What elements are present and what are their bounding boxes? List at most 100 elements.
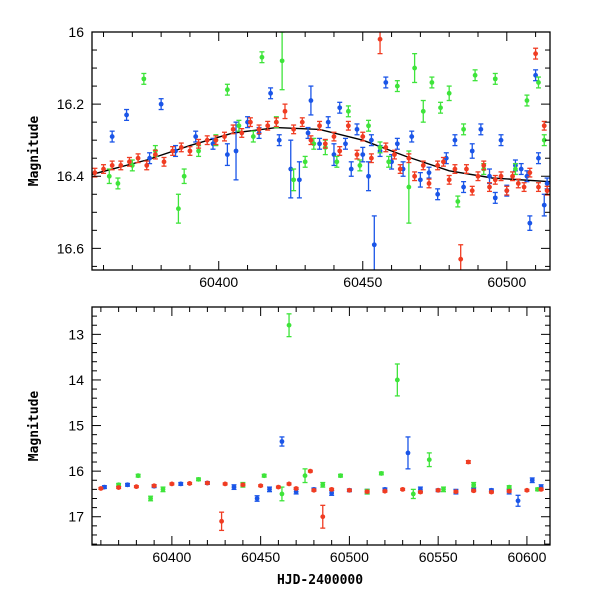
- data-point: [506, 484, 512, 490]
- data-point: [204, 137, 210, 143]
- data-point: [461, 126, 466, 132]
- data-point: [224, 87, 230, 93]
- y-tick-label: 16.2: [57, 96, 84, 112]
- data-point: [412, 65, 418, 71]
- series: [101, 436, 544, 507]
- data-point: [420, 108, 426, 114]
- data-point: [472, 72, 478, 78]
- data-point: [435, 487, 441, 493]
- bottom-panel: 60400 60450 60500 60550 60600 13 14 15 16 17 Magni…: [27, 306, 551, 565]
- data-point: [533, 51, 538, 57]
- x-axis-label: HJD-2400000: [277, 573, 363, 588]
- data-point: [469, 148, 475, 154]
- x-tick-label: 60450: [241, 549, 280, 565]
- data-point: [176, 206, 181, 212]
- plot-area: [98, 313, 544, 532]
- data-point: [481, 163, 487, 168]
- data-point: [236, 123, 242, 129]
- data-point: [160, 486, 166, 492]
- data-point: [325, 119, 331, 125]
- data-point: [492, 76, 498, 82]
- data-point: [392, 152, 397, 158]
- data-point: [412, 173, 418, 179]
- plot-area: [92, 32, 550, 270]
- series: [116, 313, 541, 502]
- data-point: [371, 242, 377, 248]
- data-point: [317, 141, 322, 147]
- data-point: [544, 181, 550, 186]
- data-point: [196, 476, 201, 482]
- data-point: [441, 486, 446, 492]
- data-point: [536, 184, 541, 190]
- data-point: [354, 152, 360, 158]
- data-point: [498, 137, 504, 143]
- data-point: [400, 486, 406, 492]
- data-point: [536, 80, 541, 85]
- data-point: [135, 155, 141, 161]
- data-point: [256, 126, 262, 132]
- data-point: [320, 514, 326, 520]
- data-point: [426, 170, 432, 176]
- data-point: [544, 188, 550, 194]
- data-point: [233, 148, 239, 154]
- data-point: [471, 482, 477, 488]
- data-point: [239, 130, 245, 136]
- data-point: [394, 83, 400, 89]
- data-point: [429, 80, 435, 85]
- data-point: [307, 468, 313, 474]
- data-point: [115, 181, 121, 186]
- data-point: [464, 166, 469, 172]
- data-point: [492, 195, 498, 201]
- data-point: [317, 123, 322, 129]
- data-point: [446, 90, 452, 96]
- data-point: [286, 481, 292, 487]
- x-tick-label: 60450: [343, 274, 382, 290]
- data-point: [265, 123, 271, 129]
- data-point: [369, 155, 374, 161]
- data-point: [141, 76, 147, 82]
- data-point: [360, 134, 366, 139]
- y-tick-label: 16.4: [57, 168, 84, 184]
- data-point: [383, 80, 389, 85]
- data-point: [455, 199, 461, 204]
- data-point: [187, 481, 193, 486]
- data-point: [524, 487, 530, 493]
- data-point: [178, 144, 184, 150]
- data-point: [541, 137, 547, 143]
- data-point: [282, 108, 288, 114]
- data-point: [386, 159, 392, 165]
- data-point: [465, 459, 471, 465]
- data-point: [286, 322, 292, 328]
- data-point: [515, 498, 521, 504]
- data-point: [258, 483, 264, 489]
- data-point: [222, 134, 227, 139]
- data-point: [406, 155, 412, 161]
- data-point: [536, 155, 541, 161]
- data-point: [420, 163, 426, 168]
- data-point: [513, 166, 518, 172]
- data-point: [469, 188, 475, 194]
- data-point: [106, 173, 112, 179]
- model-fit-line: [92, 126, 550, 183]
- data-point: [406, 184, 412, 190]
- data-point: [417, 177, 423, 183]
- data-point: [524, 98, 530, 103]
- data-point: [382, 488, 388, 494]
- data-point: [529, 477, 535, 483]
- plot-frame: [91, 31, 551, 271]
- y-tick-label: 15: [68, 418, 84, 434]
- data-point: [279, 491, 285, 497]
- series: [92, 32, 550, 270]
- top-panel: 60400 60450 60500 16 16.2 16.4 16.6 Magnitude: [27, 24, 551, 290]
- data-point: [354, 126, 360, 132]
- data-point: [127, 159, 132, 165]
- data-point: [410, 491, 416, 497]
- data-point: [118, 163, 124, 168]
- data-point: [322, 141, 328, 147]
- data-point: [471, 488, 477, 494]
- data-point: [441, 159, 446, 165]
- data-point: [144, 163, 150, 168]
- data-point: [109, 134, 115, 139]
- data-point: [109, 163, 115, 168]
